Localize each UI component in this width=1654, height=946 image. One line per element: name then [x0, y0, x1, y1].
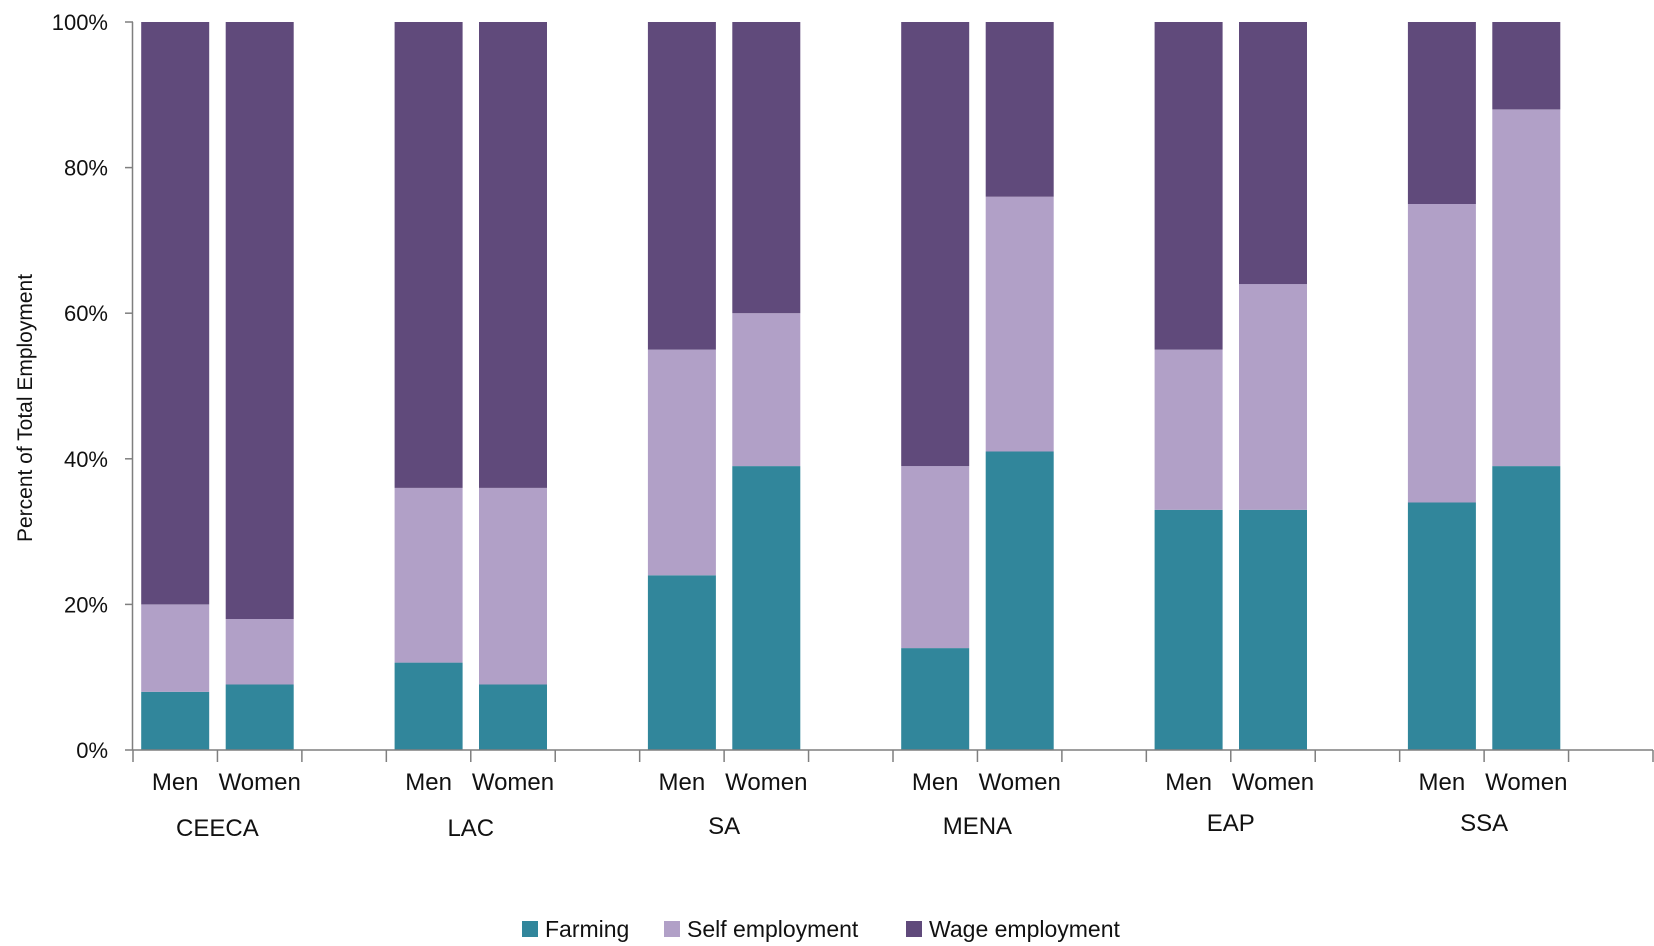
x-subcategory-label: Men	[405, 769, 452, 796]
bar-segment-wage-employment	[141, 22, 210, 605]
bar-segment-self-employment	[901, 466, 970, 649]
bar-segment-farming	[985, 451, 1054, 750]
y-tick-label: 20%	[64, 592, 108, 617]
legend: Farming Self employment Wage employment	[522, 916, 1121, 942]
axes-layer	[125, 21, 1654, 762]
x-group-label: CEECA	[176, 815, 259, 842]
bar-segment-self-employment	[225, 619, 294, 685]
bar-segment-wage-employment	[1154, 22, 1223, 350]
bar-segment-farming	[1407, 502, 1476, 750]
bar-segment-self-employment	[1154, 349, 1223, 510]
y-tick-label: 60%	[64, 301, 108, 326]
bars-layer	[141, 22, 1561, 750]
bar-segment-farming	[141, 691, 210, 750]
legend-label: Farming	[545, 916, 629, 942]
x-group-label: SA	[708, 813, 740, 840]
bar-segment-wage-employment	[985, 22, 1054, 197]
legend-label: Self employment	[687, 916, 859, 942]
x-subcategory-label: Men	[912, 769, 959, 796]
bar-segment-wage-employment	[1407, 22, 1476, 204]
legend-swatch	[664, 921, 680, 937]
x-category-labels: Men Women Men Women Men Women Men Women Men Women…	[152, 769, 1568, 842]
y-tick-labels: 0% 20% 40% 60% 80% 100%	[52, 10, 108, 763]
bar-segment-farming	[901, 648, 970, 750]
bar-segment-farming	[1154, 509, 1223, 750]
x-subcategory-label: Women	[725, 769, 807, 796]
x-group-label: EAP	[1207, 810, 1255, 837]
bar-segment-self-employment	[479, 487, 547, 685]
bar-segment-wage-employment	[901, 22, 970, 467]
bar-segment-self-employment	[394, 487, 463, 663]
bar-segment-farming	[1239, 509, 1307, 750]
bar-segment-wage-employment	[1239, 22, 1307, 285]
x-group-label: LAC	[447, 815, 494, 842]
bar-segment-farming	[647, 575, 716, 750]
bar-segment-wage-employment	[647, 22, 716, 350]
bar-segment-farming	[225, 684, 294, 750]
bar-segment-self-employment	[732, 313, 801, 467]
legend-label: Wage employment	[929, 916, 1121, 942]
bar-segment-farming	[1492, 466, 1561, 750]
x-subcategory-label: Women	[1485, 769, 1567, 796]
bar-segment-wage-employment	[1492, 22, 1561, 110]
bar-segment-wage-employment	[479, 22, 547, 488]
x-subcategory-label: Women	[219, 769, 301, 796]
x-subcategory-label: Men	[659, 769, 706, 796]
bar-segment-self-employment	[141, 604, 210, 692]
bar-segment-farming	[394, 662, 463, 750]
y-tick-label: 0%	[76, 738, 108, 763]
legend-swatch	[522, 921, 538, 937]
y-tick-label: 80%	[64, 156, 108, 181]
bar-segment-self-employment	[985, 196, 1054, 452]
bar-segment-self-employment	[1407, 204, 1476, 503]
x-group-label: MENA	[943, 813, 1012, 840]
y-tick-label: 40%	[64, 447, 108, 472]
x-subcategory-label: Women	[979, 769, 1061, 796]
x-group-label: SSA	[1460, 810, 1508, 837]
x-subcategory-label: Women	[472, 769, 554, 796]
x-subcategory-label: Men	[152, 769, 199, 796]
x-subcategory-label: Men	[1165, 769, 1212, 796]
x-subcategory-label: Women	[1232, 769, 1314, 796]
bar-segment-self-employment	[647, 349, 716, 576]
bar-segment-farming	[479, 684, 547, 750]
bar-segment-wage-employment	[225, 22, 294, 619]
legend-swatch	[906, 921, 922, 937]
bar-segment-farming	[732, 466, 801, 750]
bar-segment-wage-employment	[394, 22, 463, 488]
bar-segment-self-employment	[1492, 109, 1561, 467]
bar-segment-wage-employment	[732, 22, 801, 314]
y-axis-title: Percent of Total Employment	[14, 274, 37, 542]
bar-segment-self-employment	[1239, 284, 1307, 510]
x-subcategory-label: Men	[1419, 769, 1466, 796]
y-tick-label: 100%	[52, 10, 108, 35]
